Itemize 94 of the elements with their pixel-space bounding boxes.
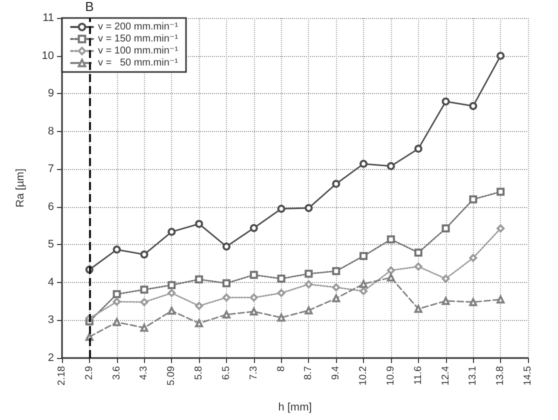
x-tick-label: 8: [276, 366, 287, 372]
point: [469, 254, 478, 262]
point: [414, 262, 422, 271]
point: [222, 242, 230, 251]
point: [140, 324, 148, 332]
point: [442, 296, 450, 305]
point: [469, 102, 478, 110]
x-tick-label: 6.5: [220, 366, 232, 380]
x-tick-label: 8.7: [303, 366, 314, 380]
point: [304, 270, 313, 278]
point: [360, 280, 368, 288]
point: [386, 266, 395, 274]
point: [277, 314, 286, 322]
point: [332, 283, 340, 292]
point: [304, 280, 313, 288]
point: [496, 224, 505, 232]
y-tick-label: 9: [48, 88, 54, 100]
y-tick-label: 8: [48, 125, 54, 138]
point: [140, 250, 148, 258]
x-tick-label: 12.4: [440, 366, 452, 386]
point: [442, 274, 450, 283]
point: [332, 180, 340, 188]
ref-line-label: B: [85, 0, 94, 14]
point: [442, 97, 450, 106]
x-tick-label: 5.8: [194, 366, 205, 380]
point: [250, 270, 258, 279]
legend-label: v = 150 mm.min⁻¹: [98, 34, 179, 44]
point: [250, 294, 258, 302]
point: [112, 290, 121, 298]
point: [168, 289, 176, 298]
point: [442, 224, 450, 232]
point: [386, 235, 395, 244]
y-tick-label: 3: [48, 314, 54, 326]
y-tick-label: 7: [48, 163, 54, 176]
point: [168, 228, 176, 236]
point: [332, 267, 340, 276]
point: [222, 310, 230, 319]
x-tick-label: 2.9: [84, 366, 95, 380]
x-tick-label: 10.9: [385, 366, 396, 386]
point: [277, 274, 286, 283]
legend-label: v = 200 mm.min⁻¹: [98, 22, 179, 32]
point: [140, 286, 148, 294]
point: [222, 279, 230, 288]
point: [112, 298, 121, 306]
point: [112, 318, 121, 326]
point: [469, 195, 478, 204]
point: [304, 204, 313, 212]
x-axis-title: h [mm]: [278, 402, 312, 414]
point: [304, 306, 313, 314]
x-tick-label: 10.2: [358, 366, 370, 386]
point: [414, 248, 422, 257]
y-tick-label: 11: [42, 12, 54, 24]
point: [277, 289, 286, 298]
point: [496, 295, 505, 304]
x-tick-label: 14.5: [522, 366, 534, 386]
point: [195, 275, 204, 284]
point: [195, 319, 204, 328]
x-tick-label: 13.1: [468, 366, 479, 386]
point: [496, 52, 505, 60]
y-tick-label: 2: [48, 352, 54, 364]
y-tick-label: 6: [48, 200, 54, 213]
point: [469, 298, 478, 306]
point: [168, 281, 176, 290]
point: [250, 224, 258, 232]
x-tick-label: 4.3: [138, 366, 150, 380]
y-tick-label: 4: [48, 276, 54, 288]
point: [195, 220, 204, 228]
point: [168, 306, 176, 315]
x-tick-label: 3.6: [111, 366, 122, 380]
y-axis-title: Ra [µm]: [14, 168, 26, 208]
x-tick-label: 13.8: [495, 366, 506, 386]
x-tick-label: 7.3: [248, 366, 260, 380]
point: [360, 160, 368, 168]
point: [414, 304, 422, 313]
point: [360, 287, 368, 296]
x-tick-label: 11.6: [412, 366, 424, 385]
point: [222, 294, 230, 302]
legend-label: v = 50 mm.min⁻¹: [98, 58, 179, 68]
y-tick-label: 10: [42, 50, 54, 62]
x-tick-label: 2.18: [56, 366, 68, 386]
x-tick-label: 5.09: [166, 366, 178, 386]
point: [112, 246, 121, 254]
point: [414, 144, 422, 153]
legend-label: v = 100 mm.min⁻¹: [98, 46, 179, 56]
point: [496, 188, 505, 196]
point: [195, 302, 204, 310]
y-tick-label: 5: [48, 238, 54, 251]
point: [360, 252, 368, 260]
point: [332, 294, 340, 302]
point: [140, 298, 148, 306]
x-tick-label: 9.4: [330, 366, 342, 380]
point: [277, 204, 286, 213]
point: [386, 274, 395, 282]
point: [386, 162, 395, 170]
